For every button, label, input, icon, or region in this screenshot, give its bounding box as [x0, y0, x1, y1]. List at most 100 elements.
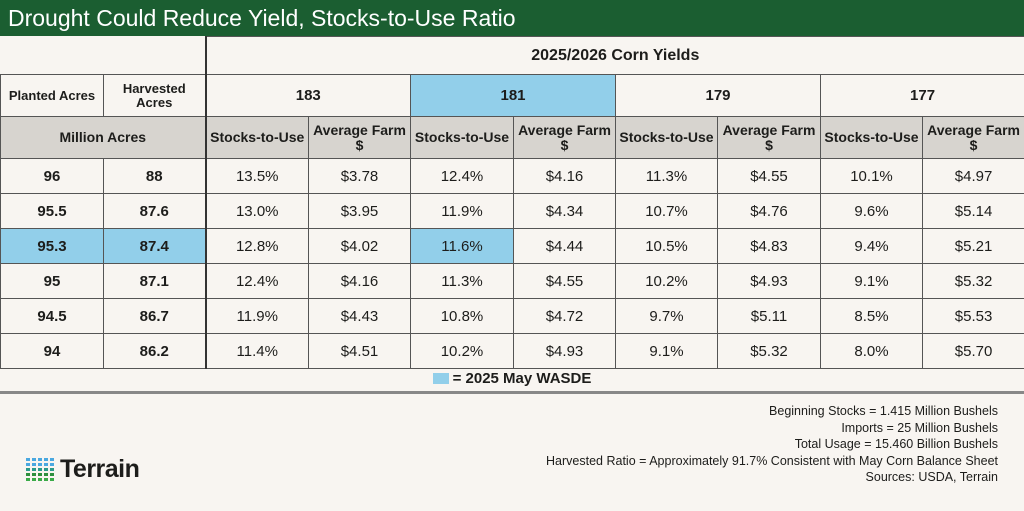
average-farm-price-header: Average Farm $ [717, 116, 821, 159]
yield-table: 2025/2026 Corn Yields Planted Acres Harv… [0, 36, 1024, 369]
average-farm-price-header: Average Farm $ [921, 116, 1024, 159]
average-farm-price-cell: $4.34 [513, 193, 616, 229]
stocks-to-use-cell: 11.3% [615, 158, 718, 194]
stocks-to-use-cell: 10.2% [410, 333, 514, 369]
stocks-to-use-header: Stocks-to-Use [820, 116, 923, 159]
logo-dot [50, 473, 54, 476]
note-harvested-ratio: Harvested Ratio = Approximately 91.7% Co… [546, 453, 998, 468]
note-beginning-stocks: Beginning Stocks = 1.415 Million Bushels [769, 404, 998, 418]
average-farm-price-cell: $4.16 [308, 263, 411, 299]
logo-dot [38, 463, 42, 466]
harvested-acres-cell: 86.7 [103, 298, 206, 334]
stocks-to-use-cell: 13.0% [204, 193, 309, 229]
planted-acres-cell: 94.5 [0, 298, 104, 334]
million-acres-header: Million Acres [0, 116, 206, 159]
logo-dot [32, 458, 36, 461]
yield-header-183: 183 [204, 74, 411, 117]
stocks-to-use-cell: 12.4% [204, 263, 309, 299]
table-row: 94 86.2 11.4% $4.51 10.2% $4.93 9.1% $5.32 8.0% $… [0, 333, 1024, 369]
table-row: 95.3 87.4 12.8% $4.02 11.6% $4.44 10.5% $4.83 9.… [0, 228, 1024, 264]
logo-text: Terrain [60, 455, 140, 483]
planted-acres-cell: 96 [0, 158, 104, 194]
yield-header-179: 179 [615, 74, 821, 117]
stocks-to-use-cell: 12.8% [204, 228, 309, 264]
logo-dot [26, 478, 30, 481]
table-row: 95.5 87.6 13.0% $3.95 11.9% $4.34 10.7% $4.76 9.… [0, 193, 1024, 229]
stocks-to-use-cell: 11.9% [410, 193, 514, 229]
logo-dot [38, 468, 42, 471]
legend-swatch [432, 373, 449, 384]
stocks-to-use-cell: 11.3% [410, 263, 514, 299]
stocks-to-use-cell: 10.1% [820, 158, 923, 194]
logo-dot [50, 478, 54, 481]
average-farm-price-cell: $4.93 [717, 263, 821, 299]
average-farm-price-cell: $4.55 [717, 158, 821, 194]
harvested-acres-cell: 87.4 [103, 228, 206, 264]
planted-acres-cell: 95.5 [0, 193, 104, 229]
stocks-to-use-cell: 13.5% [204, 158, 309, 194]
average-farm-price-header: Average Farm $ [308, 116, 411, 159]
note-sources: Sources: USDA, Terrain [865, 470, 998, 484]
harvested-acres-cell: 87.1 [103, 263, 206, 299]
planted-acres-header: Planted Acres [0, 74, 104, 117]
table-row: 95 87.1 12.4% $4.16 11.3% $4.55 10.2% $4.93 9.1%… [0, 263, 1024, 299]
logo-dot [38, 458, 42, 461]
average-farm-price-cell: $4.76 [717, 193, 821, 229]
stocks-to-use-cell: 8.0% [820, 333, 923, 369]
logo-dot [26, 458, 30, 461]
logo-dot [44, 458, 48, 461]
legend: = 2025 May WASDE [0, 366, 1024, 394]
blank-corner [0, 36, 206, 75]
table-row: 94.5 86.7 11.9% $4.43 10.8% $4.72 9.7% $5.11 8.5… [0, 298, 1024, 334]
stocks-to-use-cell: 11.4% [204, 333, 309, 369]
stocks-to-use-cell: 9.1% [615, 333, 718, 369]
average-farm-price-cell: $4.02 [308, 228, 411, 264]
yield-header-177: 177 [819, 74, 1024, 117]
dot-grid-logo-icon [26, 458, 54, 481]
harvested-acres-header: Harvested Acres [103, 74, 206, 117]
stocks-to-use-cell: 11.6% [410, 228, 514, 264]
average-farm-price-cell: $5.11 [717, 298, 821, 334]
average-farm-price-cell: $5.32 [717, 333, 821, 369]
average-farm-price-cell: $5.14 [921, 193, 1024, 229]
average-farm-price-cell: $4.72 [513, 298, 616, 334]
stocks-to-use-header: Stocks-to-Use [615, 116, 718, 159]
terrain-logo: Terrain [26, 455, 140, 484]
average-farm-price-cell: $4.97 [921, 158, 1024, 194]
stocks-to-use-header: Stocks-to-Use [410, 116, 514, 159]
stocks-to-use-cell: 11.9% [204, 298, 309, 334]
planted-acres-cell: 94 [0, 333, 104, 369]
logo-dot [32, 468, 36, 471]
logo-dot [50, 458, 54, 461]
logo-dot [44, 468, 48, 471]
stocks-to-use-cell: 10.2% [615, 263, 718, 299]
stocks-to-use-cell: 9.4% [820, 228, 923, 264]
average-farm-price-cell: $3.78 [308, 158, 411, 194]
stocks-to-use-cell: 9.1% [820, 263, 923, 299]
average-farm-price-cell: $5.21 [921, 228, 1024, 264]
average-farm-price-cell: $5.32 [921, 263, 1024, 299]
yield-header-181: 181 [410, 74, 616, 117]
table-row: 96 88 13.5% $3.78 12.4% $4.16 11.3% $4.55 10.1% $… [0, 158, 1024, 194]
logo-dot [26, 468, 30, 471]
logo-dot [50, 463, 54, 466]
stocks-to-use-cell: 9.6% [820, 193, 923, 229]
logo-dot [44, 473, 48, 476]
stocks-to-use-header: Stocks-to-Use [204, 116, 309, 159]
note-total-usage: Total Usage = 15.460 Billion Bushels [794, 437, 998, 451]
average-farm-price-cell: $4.93 [513, 333, 616, 369]
logo-dot [50, 468, 54, 471]
harvested-acres-cell: 87.6 [103, 193, 206, 229]
average-farm-price-cell: $4.51 [308, 333, 411, 369]
average-farm-price-header: Average Farm $ [513, 116, 616, 159]
footnotes: Beginning Stocks = 1.415 Million Bushels… [546, 403, 998, 486]
logo-dot [38, 473, 42, 476]
average-farm-price-cell: $4.44 [513, 228, 616, 264]
logo-dot [44, 463, 48, 466]
stocks-to-use-cell: 10.5% [615, 228, 718, 264]
super-header: 2025/2026 Corn Yields [204, 36, 1024, 75]
logo-dot [32, 473, 36, 476]
harvested-acres-cell: 86.2 [103, 333, 206, 369]
average-farm-price-cell: $5.70 [921, 333, 1024, 369]
stocks-to-use-cell: 9.7% [615, 298, 718, 334]
